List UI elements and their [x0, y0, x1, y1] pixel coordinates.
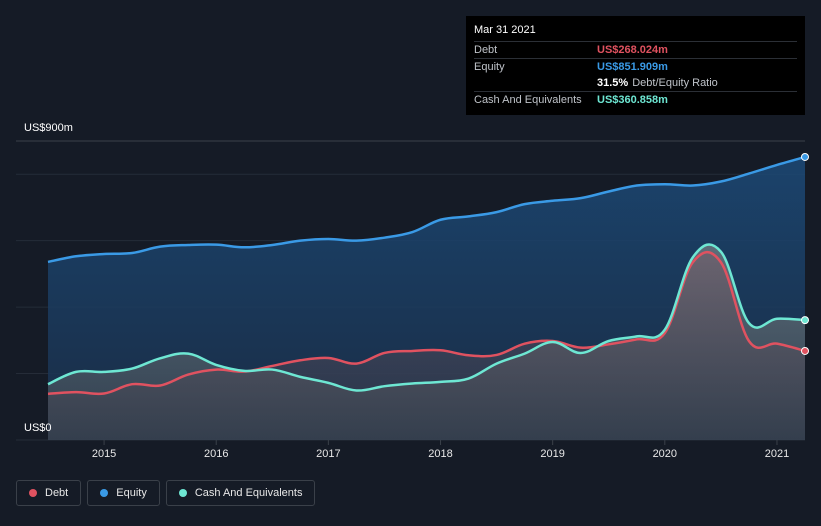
x-tick-label: 2017 [316, 448, 340, 460]
legend-label-cash: Cash And Equivalents [194, 487, 303, 499]
series-lines [47, 155, 806, 396]
tooltip-ratio-label: Debt/Equity Ratio [632, 77, 718, 89]
equity-endpoint [801, 152, 809, 161]
tooltip-cash-label: Cash And Equivalents [474, 94, 582, 106]
x-tick-label: 2016 [204, 448, 228, 460]
x-tick-label: 2020 [653, 448, 677, 460]
chart-legend: Debt Equity Cash And Equivalents [16, 480, 316, 506]
tooltip-debt-value: US$268.024m [597, 44, 668, 56]
tooltip-ratio-value: 31.5% [597, 77, 629, 89]
series-areas [48, 156, 805, 440]
y-axis-top-label: US$900m [24, 122, 73, 134]
cash-endpoint [801, 316, 809, 325]
tooltip-equity-label: Equity [474, 61, 505, 73]
series-endpoints [801, 152, 809, 355]
tooltip-equity-row: Equity US$851.909m [474, 58, 797, 75]
tooltip-date: Mar 31 2021 [474, 24, 536, 36]
legend-label-equity: Equity [116, 487, 147, 499]
tooltip-equity-value: US$851.909m [597, 61, 668, 73]
x-axis-ticks: 2015 2016 2017 2018 2019 2020 2021 [92, 440, 789, 460]
tooltip-cash-row: Cash And Equivalents US$360.858m [474, 91, 797, 108]
tooltip-ratio-row: 31.5% Debt/Equity Ratio [474, 75, 797, 91]
equity-dot-icon [100, 489, 109, 497]
cash-dot-icon [178, 489, 187, 497]
cash-line [47, 243, 806, 392]
debt-area [48, 252, 805, 440]
legend-item-debt[interactable]: Debt [16, 480, 82, 506]
legend-item-equity[interactable]: Equity [87, 480, 160, 506]
debt-endpoint [801, 346, 809, 355]
tooltip-debt-row: Debt US$268.024m [474, 41, 797, 58]
equity-line [47, 155, 806, 264]
tooltip-cash-value: US$360.858m [597, 94, 668, 106]
x-tick-label: 2021 [765, 448, 789, 460]
tooltip-debt-label: Debt [474, 44, 498, 56]
debt-dot-icon [29, 489, 37, 497]
legend-label-debt: Debt [45, 487, 69, 499]
x-tick-label: 2019 [540, 448, 564, 460]
debt-line [47, 250, 806, 396]
x-tick-label: 2015 [92, 448, 116, 460]
x-tick-label: 2018 [428, 448, 452, 460]
y-axis-bottom-label: US$0 [24, 422, 52, 434]
chart-tooltip: Mar 31 2021 Debt US$268.024m Equity US$8… [466, 16, 805, 115]
legend-item-cash[interactable]: Cash And Equivalents [165, 480, 316, 506]
